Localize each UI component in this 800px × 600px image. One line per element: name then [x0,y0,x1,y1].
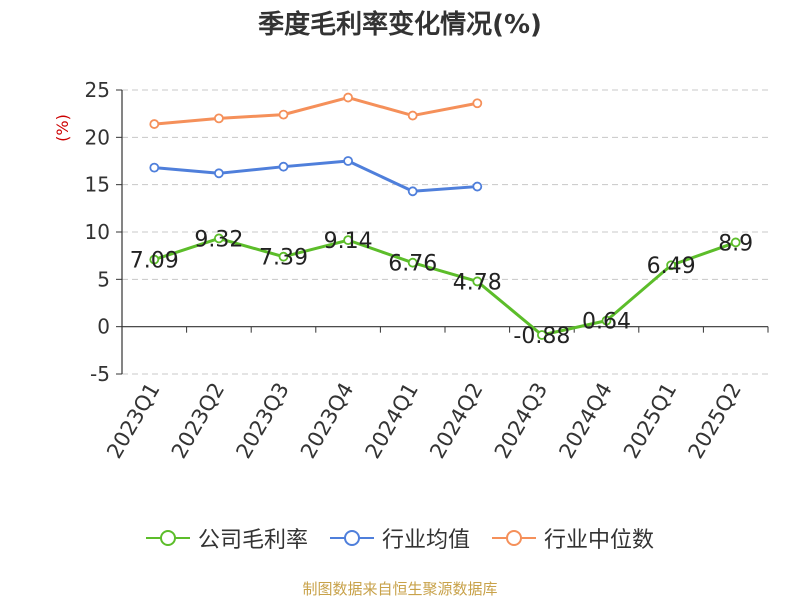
y-tick-label: 15 [85,173,110,197]
source-note: 制图数据来自恒生聚源数据库 [302,580,498,598]
y-tick-label: 25 [85,78,110,102]
legend-swatch [145,530,190,546]
legend-item[interactable]: 公司毛利率 [145,522,308,554]
data-label: -0.88 [513,324,570,349]
x-tick-label: 2023Q1 [102,379,164,463]
data-point [730,237,741,248]
x-tick-label: 2024Q4 [554,379,616,463]
grid-lines [122,89,768,375]
legend: 公司毛利率 行业均值 行业中位数 [0,520,800,556]
data-point [278,109,289,120]
legend-label: 行业中位数 [544,528,655,553]
x-tick-label: 2025Q2 [684,379,746,463]
data-point [213,233,224,244]
data-point [472,181,483,192]
y-tick-label: 10 [85,220,110,244]
data-point [343,235,354,246]
y-tick-label: 5 [97,267,110,291]
data-point [472,98,483,109]
legend-swatch-marker [343,530,360,546]
legend-swatch [329,530,374,546]
y-tick-label: -5 [90,362,110,386]
data-point [149,254,160,265]
data-point [343,92,354,103]
data-point [537,330,547,340]
data-point [472,276,483,287]
data-label: 6.49 [647,254,696,279]
data-point [407,186,418,197]
data-point [278,251,289,262]
data-label: 6.76 [388,252,437,277]
x-tick-label: 2024Q2 [425,379,487,463]
x-tick-label: 2024Q1 [361,379,423,463]
x-tick-label: 2023Q3 [231,379,293,463]
data-point [407,257,418,268]
data-point [278,161,289,172]
data-point [149,162,160,173]
y-tick-label: 0 [97,315,110,339]
x-tick-label: 2024Q3 [490,379,552,463]
y-axis-label: (%) [53,114,72,142]
data-label: 0.64 [582,310,631,335]
data-label: 4.78 [453,270,502,295]
data-label: 9.32 [194,227,243,252]
data-point [601,315,612,326]
data-point [213,168,224,179]
data-point [149,119,160,129]
legend-label: 公司毛利率 [197,528,308,553]
series-line-2 [154,96,478,126]
legend-item[interactable]: 行业中位数 [492,522,654,554]
series-line-1 [154,159,478,193]
data-labels: 7.09 9.32 7.39 9.14 6.76 4.78 -0.88 0.64 6.49 8.9 [130,227,753,349]
data-point [213,113,224,124]
series-lines [149,92,741,340]
legend-label: 行业均值 [381,528,470,553]
x-tick-label: 2023Q2 [167,379,229,463]
chart-title: 季度毛利率变化情况(%) [258,10,542,40]
data-label: 7.09 [130,249,179,274]
data-point [666,260,676,271]
data-point [343,156,354,166]
series-line-0 [153,236,737,337]
data-label: 9.14 [324,229,373,254]
legend-item[interactable]: 行业均值 [329,522,470,554]
legend-swatch-marker [159,530,176,546]
x-tick-label: 2025Q1 [619,379,681,463]
data-point [407,110,418,121]
y-tick-label: 20 [85,125,110,149]
x-tick-label: 2023Q4 [296,379,358,463]
data-label: 8.9 [718,231,753,256]
data-label: 7.39 [259,246,308,271]
legend-swatch [492,530,536,546]
legend-swatch-marker [506,530,522,546]
